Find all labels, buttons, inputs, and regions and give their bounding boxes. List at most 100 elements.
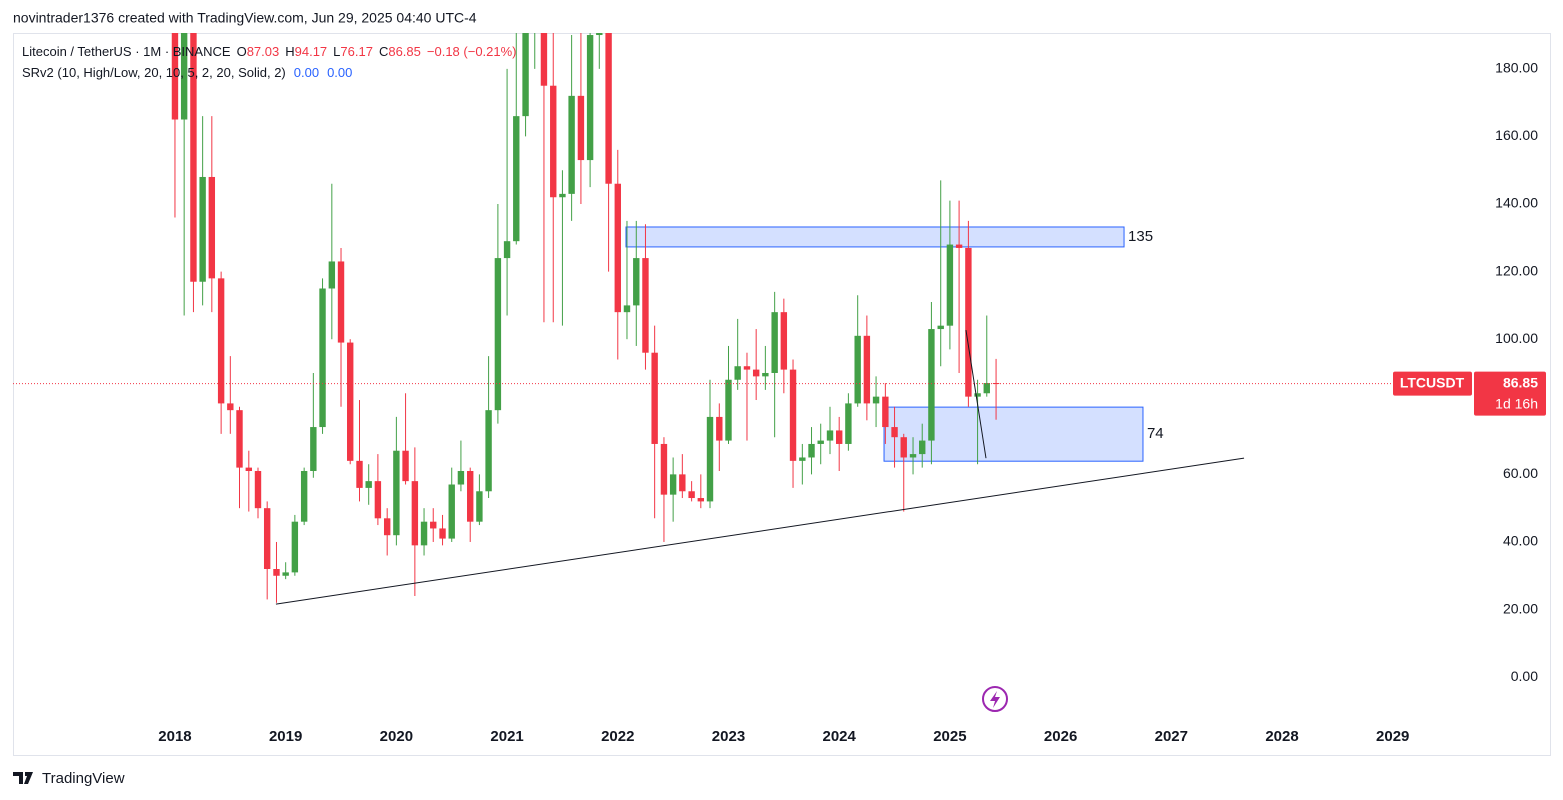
x-tick-label: 2026 (1044, 728, 1077, 745)
x-tick-label: 2021 (490, 728, 523, 745)
countdown: 1d 16h (1495, 395, 1538, 411)
ohlc-label: C (379, 44, 388, 59)
candle-body (586, 35, 594, 161)
candle-body (919, 440, 926, 455)
footer-logo: TradingView (13, 770, 125, 787)
y-tick-label: 180.00 (1495, 60, 1538, 76)
icon-bolt[interactable] (990, 691, 1000, 708)
candle-body (347, 342, 354, 461)
candle-body (393, 450, 400, 536)
credit: novintrader1376 created with TradingView… (13, 10, 477, 26)
candle-body (660, 443, 668, 495)
candle-body (771, 312, 778, 373)
candle-body (337, 261, 345, 343)
candle-body (596, 33, 603, 36)
x-tick-label: 2018 (158, 728, 191, 745)
lightning-icon[interactable] (982, 686, 1008, 712)
y-tick-label: 120.00 (1495, 262, 1538, 278)
candle-body (605, 33, 612, 184)
candle-body (494, 258, 502, 411)
candle-body (217, 278, 225, 404)
x-tick-label: 2023 (712, 728, 745, 745)
change: −0.18 (−0.21%) (427, 44, 517, 59)
candle-body (955, 244, 963, 248)
candle-body (467, 470, 474, 522)
candle-body (642, 258, 649, 353)
zone (625, 226, 1125, 248)
candle-body (476, 491, 483, 522)
candle-body (799, 457, 806, 461)
indicator-value: 0.00 (327, 65, 352, 80)
y-tick-label: 20.00 (1503, 600, 1538, 616)
candle-body (513, 116, 520, 242)
candle-body (171, 33, 179, 120)
candle-body (430, 521, 437, 529)
y-tick-label: 0.00 (1511, 668, 1538, 684)
candle-body (928, 329, 935, 441)
legend-header: Litecoin / TetherUS · 1M · BINANCE O87.03… (22, 44, 517, 59)
candle-body (789, 369, 797, 461)
candle-body (752, 369, 760, 377)
logo-mark (13, 772, 33, 784)
x-tick-label: 2028 (1265, 728, 1298, 745)
candle-body (937, 325, 944, 330)
candle-body (780, 312, 788, 370)
candle-body (983, 383, 990, 394)
ohlc-value: 76.17 (340, 44, 373, 59)
candle-body (725, 379, 732, 441)
candle-body (383, 518, 391, 536)
x-tick-label: 2022 (601, 728, 634, 745)
y-tick-label: 100.00 (1495, 330, 1538, 346)
candle-body (965, 247, 972, 397)
candle-body (282, 572, 289, 576)
ohlc-value: 94.17 (295, 44, 328, 59)
price-tag-bg (1474, 371, 1546, 416)
candle-body (577, 95, 585, 161)
candle-body (180, 33, 188, 120)
candle-body (946, 244, 954, 326)
y-tick-label: 140.00 (1495, 195, 1538, 211)
trend-line (275, 457, 1245, 605)
candle-body (891, 427, 898, 438)
x-tick-label: 2019 (269, 728, 302, 745)
candle-body (319, 288, 326, 428)
candle-body (420, 521, 428, 546)
trend-line (965, 329, 987, 459)
y-tick-label: 40.00 (1503, 533, 1538, 549)
candle-body (310, 427, 317, 471)
x-tick-label: 2025 (933, 728, 966, 745)
indicator-name: SRv2 (10, High/Low, 20, 10, 5, 2, 20, So… (22, 65, 286, 80)
candle-body (199, 176, 206, 282)
candle-body (614, 183, 621, 313)
candle-body (365, 481, 372, 488)
candle-body (808, 443, 815, 458)
indicator-legend: SRv2 (10, High/Low, 20, 10, 5, 2, 20, So… (22, 65, 352, 80)
candle-body (826, 430, 834, 441)
candle-body (540, 33, 548, 86)
y-tick-label: 160.00 (1495, 127, 1538, 143)
chart-frame (13, 33, 1551, 756)
x-tick-label: 2020 (380, 728, 413, 745)
price-tag: 86.85 (1503, 374, 1538, 390)
symbol-title: Litecoin / TetherUS · 1M · BINANCE (22, 44, 231, 59)
candle-body (817, 440, 824, 444)
candle-body (448, 484, 455, 539)
candle-body (762, 372, 769, 377)
plot-area: 135 74 (13, 33, 1470, 605)
axes: 0.0020.0040.0060.0080.00100.00120.00140.… (158, 60, 1546, 745)
candle-body (402, 450, 409, 482)
candle-body (669, 474, 677, 495)
zone (883, 406, 1144, 462)
ohlc-label: H (285, 44, 294, 59)
candle-body (568, 95, 575, 194)
ohlc-value: 87.03 (247, 44, 280, 59)
candle-body (374, 481, 382, 519)
candle-body (706, 416, 714, 502)
x-tick-label: 2024 (823, 728, 857, 745)
candle-body (651, 352, 658, 444)
candle-body (882, 396, 889, 428)
ohlc-label: O (237, 44, 247, 59)
candle-body (716, 416, 723, 441)
